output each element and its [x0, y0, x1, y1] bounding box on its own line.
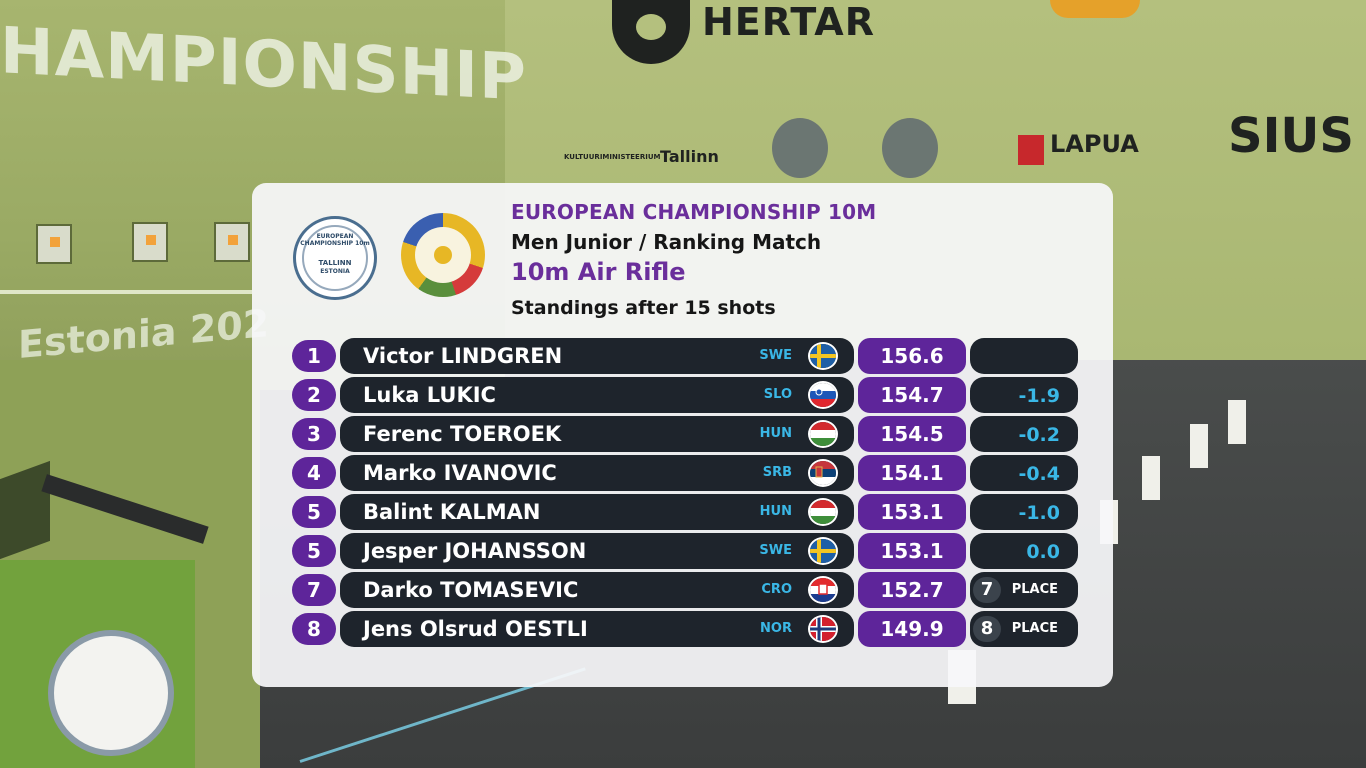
hertar-logo: [612, 0, 690, 64]
standings-row: 8 Jens Olsrud OESTLI NOR 149.9 8 PLACE: [292, 611, 1078, 647]
place-label: PLACE: [1011, 582, 1058, 597]
logo-arc-text: EUROPEAN CHAMPIONSHIP 10m: [300, 233, 370, 247]
athlete-bar: Jens Olsrud OESTLI NOR: [340, 611, 854, 647]
standings-row: 2 Luka LUKIC SLO 154.7 -1.9: [292, 377, 1078, 413]
athlete-bar: Balint KALMAN HUN: [340, 494, 854, 530]
lane-card: [1190, 424, 1208, 468]
nation-code: SLO: [763, 387, 792, 402]
score-box: 156.6: [858, 338, 966, 374]
sponsor-logo: [1050, 0, 1140, 18]
competition-title: EUROPEAN CHAMPIONSHIP 10M: [511, 200, 877, 224]
standings-board: EUROPEAN CHAMPIONSHIP 10m TALLINN ESTONI…: [252, 183, 1113, 687]
nation-code: SRB: [762, 465, 792, 480]
federation-emblem: [772, 118, 828, 178]
athlete-name: Ferenc TOEROEK: [363, 422, 562, 446]
nation-code: HUN: [759, 504, 792, 519]
athlete-bar: Luka LUKIC SLO: [340, 377, 854, 413]
championship-logo: EUROPEAN CHAMPIONSHIP 10m TALLINN ESTONI…: [293, 216, 377, 300]
standings-caption: Standings after 15 shots: [511, 297, 776, 319]
difference-box: -1.0: [970, 494, 1078, 530]
nation-code: NOR: [760, 621, 792, 636]
stand-championship-logo: [48, 630, 174, 756]
standings-row: 3 Ferenc TOEROEK HUN 154.5 -0.2: [292, 416, 1078, 452]
rank-badge: 5: [292, 496, 336, 528]
athlete-bar: Darko TOMASEVIC CRO: [340, 572, 854, 608]
lapua-logo: [1018, 135, 1044, 165]
confederation-logo-center: [434, 246, 452, 264]
flag-slovenia-icon: [808, 381, 838, 409]
standings-row: 5 Balint KALMAN HUN 153.1 -1.0: [292, 494, 1078, 530]
target-frame: [132, 222, 168, 262]
score-box: 154.7: [858, 377, 966, 413]
athlete-name: Victor LINDGREN: [363, 344, 563, 368]
flag-sweden-icon: [808, 342, 838, 370]
difference-box: -0.4: [970, 455, 1078, 491]
athlete-name: Jesper JOHANSSON: [363, 539, 587, 563]
rank-badge: 7: [292, 574, 336, 606]
nation-code: SWE: [759, 543, 792, 558]
target-frame: [214, 222, 250, 262]
athlete-bar: Marko IVANOVIC SRB: [340, 455, 854, 491]
athlete-bar: Jesper JOHANSSON SWE: [340, 533, 854, 569]
athlete-name: Balint KALMAN: [363, 500, 541, 524]
place-number: 8: [973, 616, 1001, 642]
athlete-name: Darko TOMASEVIC: [363, 578, 579, 602]
rank-badge: 1: [292, 340, 336, 372]
nation-code: HUN: [759, 426, 792, 441]
score-box: 152.7: [858, 572, 966, 608]
flag-sweden-icon: [808, 537, 838, 565]
flag-hungary-icon: [808, 420, 838, 448]
lane-card: [1142, 456, 1160, 500]
target-frame: [36, 224, 72, 264]
rank-badge: 2: [292, 379, 336, 411]
confederation-logo: [401, 213, 485, 297]
score-box: 154.5: [858, 416, 966, 452]
sponsor-sius: SIUS: [1228, 108, 1354, 164]
difference-box: 0.0: [970, 533, 1078, 569]
logo-ring: [302, 225, 368, 291]
standings-row: 7 Darko TOMASEVIC CRO 152.7 7 PLACE: [292, 572, 1078, 608]
rank-badge: 3: [292, 418, 336, 450]
rank-badge: 4: [292, 457, 336, 489]
standings-row: 1 Victor LINDGREN SWE 156.6: [292, 338, 1078, 374]
nation-code: CRO: [761, 582, 792, 597]
place-number: 7: [973, 577, 1001, 603]
target-rail: [0, 290, 252, 294]
rank-badge: 8: [292, 613, 336, 645]
sponsor-tallinn: Tallinn: [660, 147, 719, 166]
logo-city-text: TALLINN: [318, 259, 352, 267]
sponsor-hertar: HERTAR: [702, 0, 875, 44]
athlete-name: Marko IVANOVIC: [363, 461, 557, 485]
logo-country-text: ESTONIA: [320, 268, 350, 275]
score-box: 154.1: [858, 455, 966, 491]
score-box: 153.1: [858, 494, 966, 530]
flag-norway-icon: [808, 615, 838, 643]
difference-box: -1.9: [970, 377, 1078, 413]
competition-subtitle: Men Junior / Ranking Match: [511, 230, 822, 254]
score-box: 153.1: [858, 533, 966, 569]
athlete-name: Luka LUKIC: [363, 383, 496, 407]
athlete-name: Jens Olsrud OESTLI: [363, 617, 588, 641]
eagle-emblem: [882, 118, 938, 178]
lane-card: [1228, 400, 1246, 444]
standings-row: 5 Jesper JOHANSSON SWE 153.1 0.0: [292, 533, 1078, 569]
rank-badge: 5: [292, 535, 336, 567]
final-place-box: 8 PLACE: [970, 611, 1078, 647]
flag-serbia-icon: [808, 459, 838, 487]
athlete-bar: Ferenc TOEROEK HUN: [340, 416, 854, 452]
sponsor-kultuur: KULTUURIMINISTEERIUM: [564, 153, 661, 161]
flag-hungary-icon: [808, 498, 838, 526]
difference-box: -0.2: [970, 416, 1078, 452]
standings-row: 4 Marko IVANOVIC SRB 154.1 -0.4: [292, 455, 1078, 491]
sponsor-lapua: LAPUA: [1050, 130, 1139, 158]
difference-box: [970, 338, 1078, 374]
score-box: 149.9: [858, 611, 966, 647]
event-name: 10m Air Rifle: [511, 258, 686, 286]
nation-code: SWE: [759, 348, 792, 363]
place-label: PLACE: [1011, 621, 1058, 636]
flag-croatia-icon: [808, 576, 838, 604]
final-place-box: 7 PLACE: [970, 572, 1078, 608]
athlete-bar: Victor LINDGREN SWE: [340, 338, 854, 374]
